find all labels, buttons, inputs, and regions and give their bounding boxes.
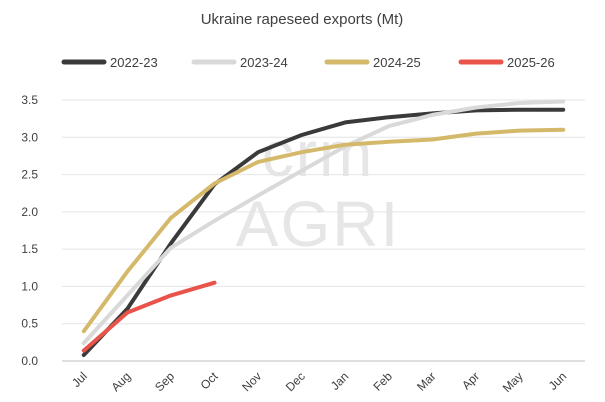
x-tick-label: Aug — [108, 369, 133, 394]
series-line-2023-24 — [81, 99, 566, 346]
y-tick-label: 1.0 — [21, 279, 38, 293]
legend-label: 2024-25 — [373, 55, 421, 70]
series-lines — [81, 99, 566, 357]
y-tick-label: 2.0 — [21, 205, 38, 219]
x-tick-label: Feb — [370, 369, 395, 394]
series-line-2025-26 — [81, 280, 217, 353]
series-line-2024-25 — [81, 127, 566, 334]
watermark-agri: AGRI — [236, 188, 400, 260]
y-tick-label: 0.0 — [21, 354, 38, 368]
x-tick-label: Oct — [198, 369, 222, 393]
x-tick-label: Jul — [69, 369, 90, 390]
y-tick-label: 2.5 — [21, 168, 38, 182]
x-tick-label: Dec — [283, 369, 308, 394]
x-tick-label: Sep — [152, 369, 177, 394]
x-tick-label: Nov — [239, 369, 264, 394]
x-tick-label: Jan — [328, 369, 352, 393]
y-tick-label: 3.0 — [21, 130, 38, 144]
legend: 2022-23 2023-24 2024-25 2025-26 — [61, 55, 555, 70]
x-tick-label: May — [500, 369, 526, 395]
legend-label: 2023-24 — [240, 55, 288, 70]
x-axis: Jul Aug Sep Oct Nov Dec Jan Feb Mar Apr May Jun — [69, 369, 569, 395]
legend-label: 2025-26 — [507, 55, 555, 70]
legend-label: 2022-23 — [110, 55, 158, 70]
x-tick-label: Apr — [459, 369, 482, 392]
y-tick-label: 3.5 — [21, 93, 38, 107]
gridlines — [62, 99, 585, 362]
watermark: crm AGRI — [236, 118, 400, 260]
y-tick-label: 0.5 — [21, 317, 38, 331]
chart-title: Ukraine rapeseed exports (Mt) — [201, 11, 404, 28]
y-axis: 0.0 0.5 1.0 1.5 2.0 2.5 3.0 3.5 — [21, 93, 38, 368]
x-tick-label: Mar — [414, 369, 439, 394]
x-tick-label: Jun — [546, 369, 570, 393]
y-tick-label: 1.5 — [21, 242, 38, 256]
